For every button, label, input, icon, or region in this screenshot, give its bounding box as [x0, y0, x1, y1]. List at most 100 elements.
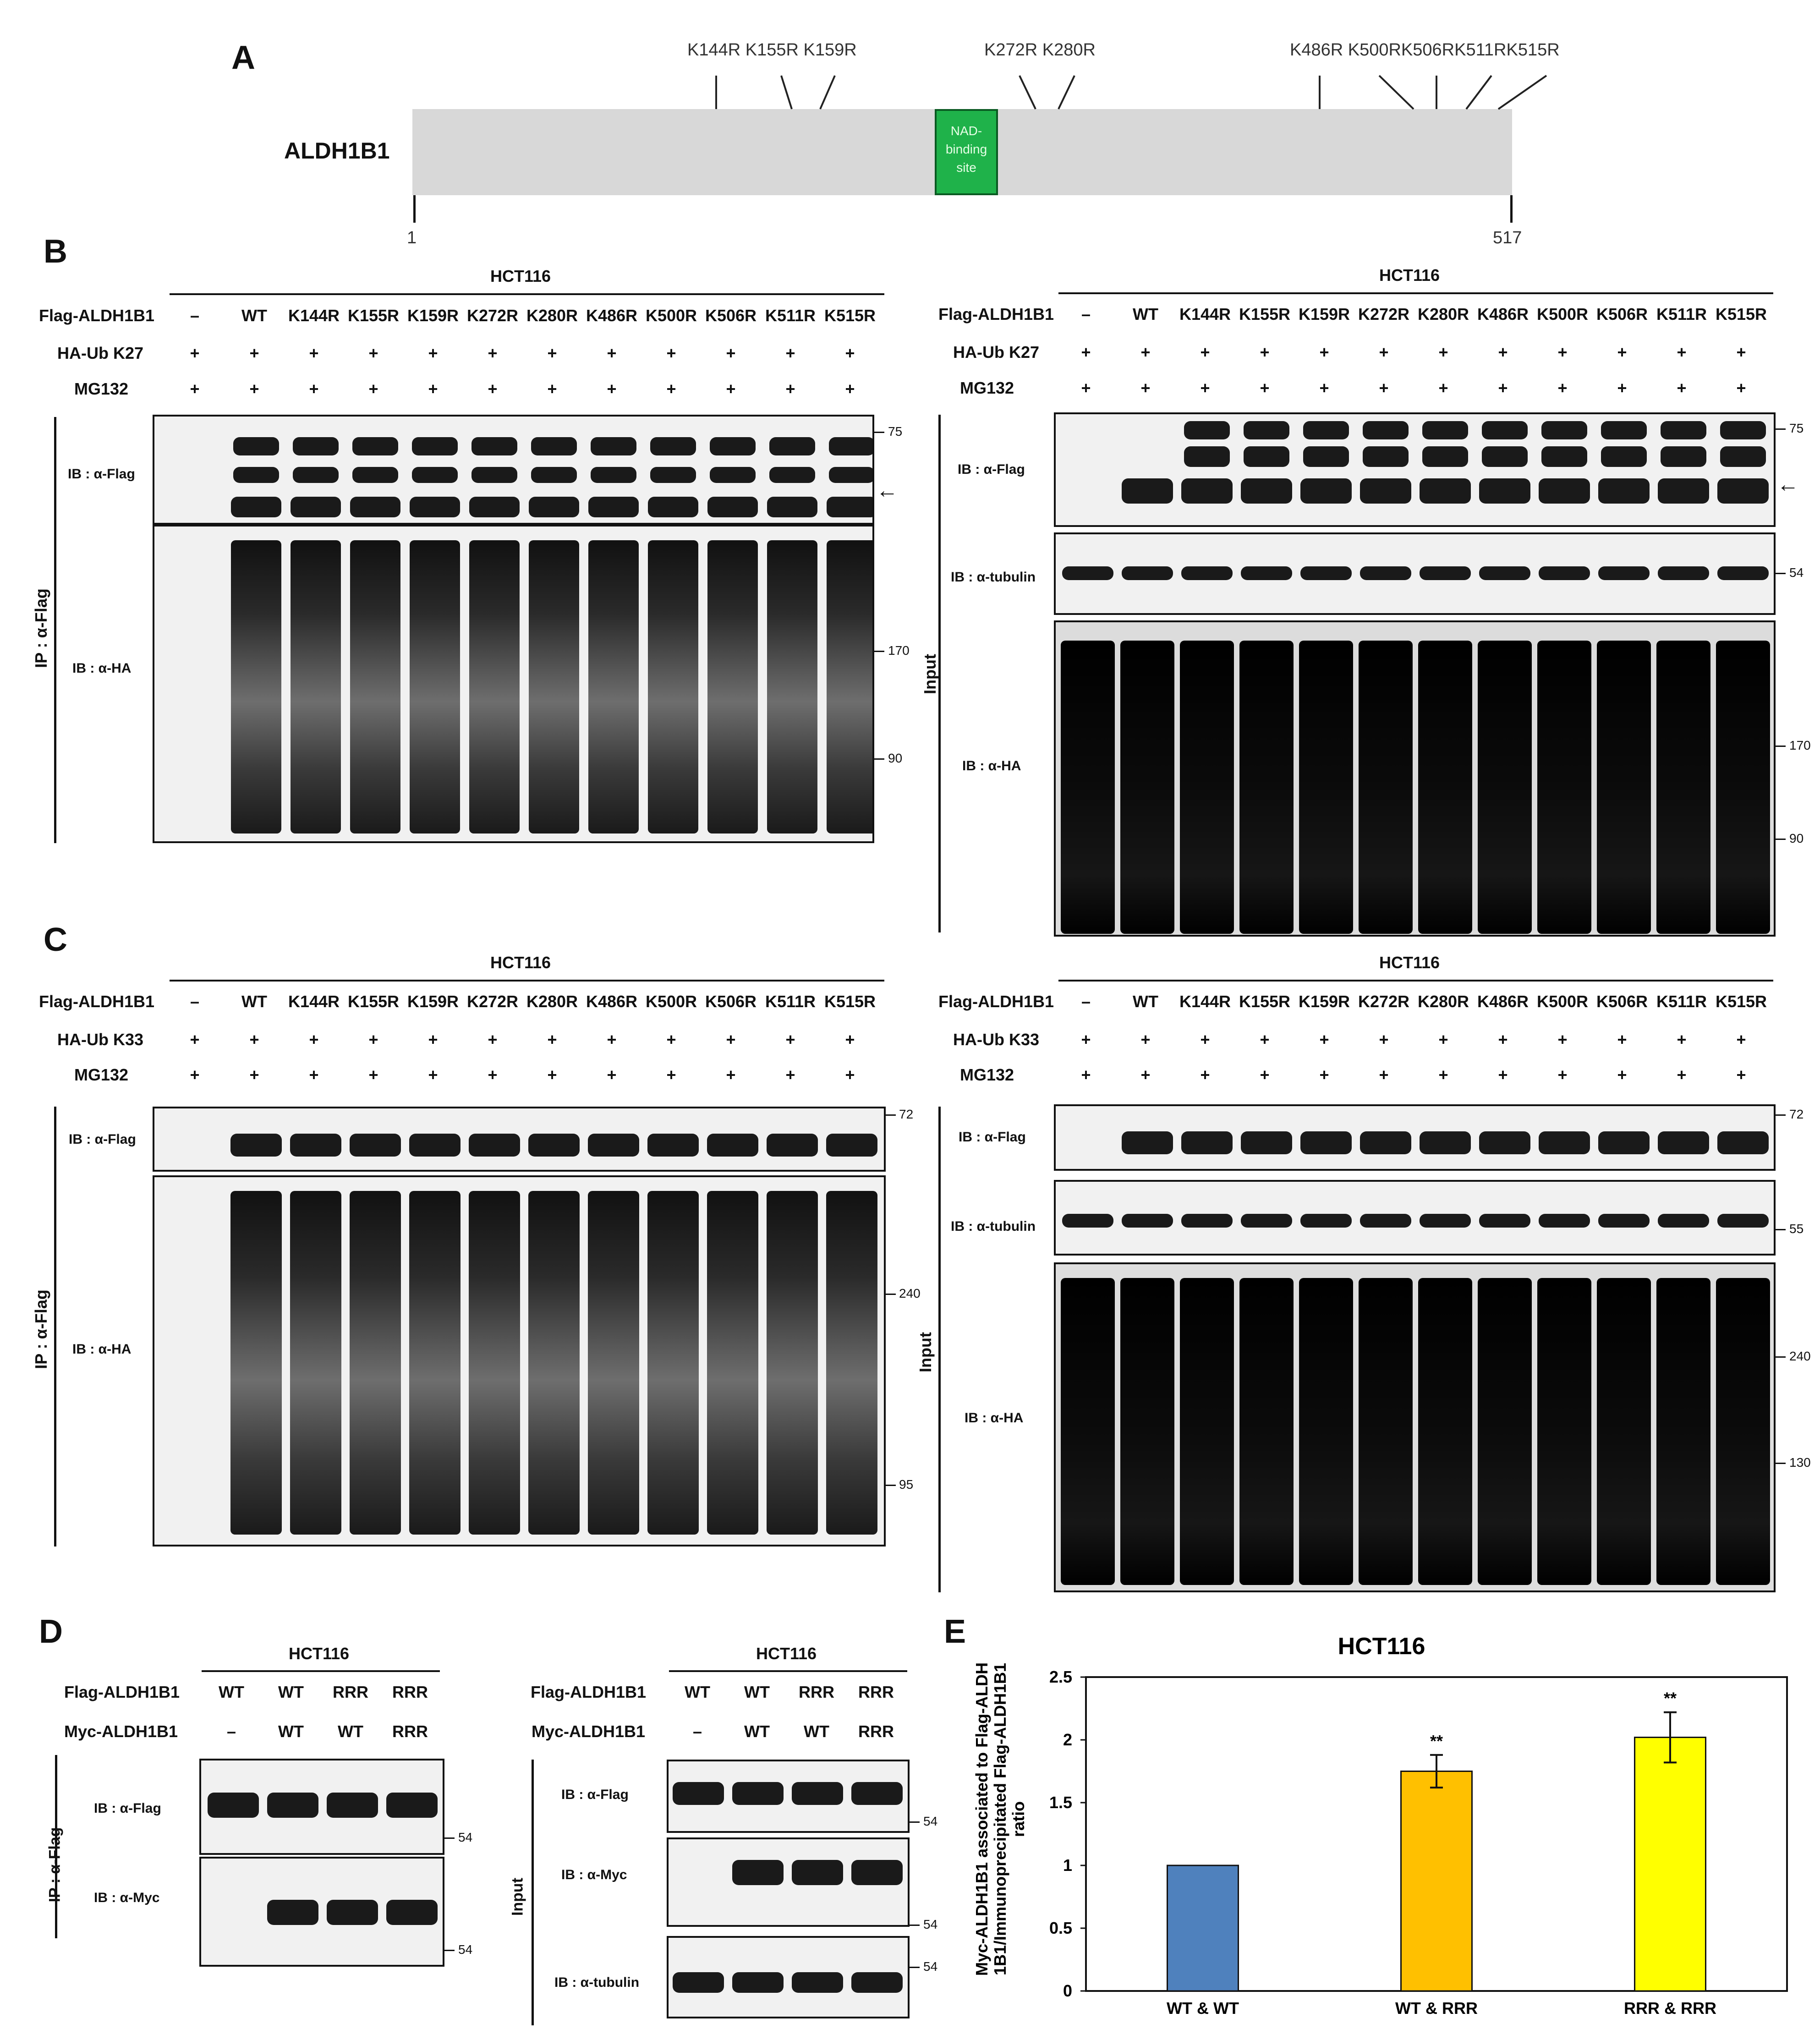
flag-top-band — [1303, 421, 1349, 439]
b-right-mw-54: 54 — [1789, 565, 1804, 580]
y-tick-label: 1.5 — [1049, 1793, 1072, 1812]
tubulin-band — [1300, 1214, 1352, 1228]
b-right-row-mg: MG132 — [960, 378, 1014, 397]
flag-top-band — [591, 437, 636, 455]
c-left-ub-plus: + — [666, 1030, 676, 1049]
tubulin-band — [1479, 566, 1530, 580]
b-right-ub-plus: + — [1498, 343, 1508, 362]
c-right-lane-label: WT — [1133, 992, 1158, 1011]
b-left-ha-blot — [153, 525, 874, 843]
ha-smear — [469, 540, 520, 834]
b-right-mg-plus: + — [1200, 378, 1210, 397]
ha-smear — [1180, 641, 1234, 934]
flag-upper-band — [1601, 446, 1647, 467]
b-right-mg-plus: + — [1557, 378, 1568, 397]
flag-band — [327, 1793, 378, 1818]
b-left-lane-label: K511R — [765, 306, 816, 325]
c-left-ub-plus: + — [785, 1030, 795, 1049]
flag-upper-band — [412, 467, 458, 483]
ha-smear — [1120, 641, 1174, 934]
ha-smear — [350, 1191, 401, 1535]
b-left-ub-plus: + — [845, 344, 855, 362]
c-left-ub-plus: + — [607, 1030, 617, 1049]
b-left-ub-plus: + — [488, 344, 498, 362]
panel-letter-d: D — [39, 1613, 63, 1650]
c-right-mg-plus: + — [1081, 1065, 1091, 1084]
c-right-mw-130: 130 — [1789, 1455, 1811, 1470]
flag-band — [673, 1782, 724, 1805]
c-left-mg-plus: + — [488, 1065, 498, 1084]
d-right-ib-flag: IB : α-Flag — [561, 1787, 629, 1802]
flag-upper-band — [1363, 446, 1409, 467]
c-left-lane-label: K159R — [407, 992, 459, 1011]
c-right-lane-label: K280R — [1417, 992, 1469, 1011]
c-right-mg-plus: + — [1319, 1065, 1329, 1084]
c-right-ub-plus: + — [1200, 1030, 1210, 1049]
flag-band — [851, 1782, 903, 1805]
c-left-ub-plus: + — [726, 1030, 736, 1049]
flag-upper-band — [531, 467, 577, 483]
flag-top-band — [412, 437, 458, 455]
c-right-ub-plus: + — [1438, 1030, 1448, 1049]
flag-top-band — [1720, 421, 1766, 439]
flag-top-band — [471, 437, 517, 455]
flag-band — [1717, 1131, 1769, 1154]
c-right-ub-plus: + — [1736, 1030, 1746, 1049]
b-left-mg-plus: + — [607, 379, 617, 398]
c-right-row-mg: MG132 — [960, 1065, 1014, 1084]
d-right-mw-54c: 54 — [923, 1959, 938, 1974]
b-left-mg-plus: + — [190, 379, 200, 398]
c-left-mg-plus: + — [190, 1065, 200, 1084]
flag-top-band — [1482, 421, 1528, 439]
start-tick — [413, 195, 416, 223]
c-left-lane-label: – — [190, 992, 200, 1011]
ha-smear — [707, 1191, 758, 1535]
c-left-mg-plus: + — [249, 1065, 259, 1084]
b-right-lane-label: K511R — [1656, 305, 1707, 324]
panel-letter-e: E — [944, 1613, 966, 1650]
b-right-lane-label: WT — [1133, 305, 1158, 324]
flag-band — [647, 1134, 699, 1157]
flag-band — [469, 497, 520, 517]
flag-band — [1539, 1131, 1590, 1154]
c-right-ub-plus: + — [1379, 1030, 1389, 1049]
b-right-mw-90: 90 — [1789, 831, 1804, 845]
c-right-ub-plus: + — [1617, 1030, 1627, 1049]
ha-smear — [1478, 641, 1532, 934]
b-right-ub-plus: + — [1200, 343, 1210, 362]
b-right-mg-plus: + — [1379, 378, 1389, 397]
b-left-ip-label: IP : α-Flag — [32, 588, 50, 668]
tubulin-band — [1420, 1214, 1471, 1228]
ha-smear — [1359, 641, 1413, 934]
c-left-mg-plus: + — [309, 1065, 319, 1084]
b-right-ub-plus: + — [1319, 343, 1329, 362]
c-right-tubulin-blot — [1054, 1180, 1776, 1256]
c-right-lane-label: – — [1081, 992, 1091, 1011]
ha-smear — [1180, 1278, 1234, 1585]
c-left-ub-plus: + — [309, 1030, 319, 1049]
tubulin-band — [1300, 566, 1352, 580]
flag-top-band — [293, 437, 339, 455]
tubulin-band — [1717, 566, 1769, 580]
ha-smear — [588, 540, 639, 834]
c-right-ib-flag: IB : α-Flag — [959, 1130, 1026, 1145]
b-right-lane-label: – — [1081, 305, 1091, 324]
ha-smear — [1418, 641, 1472, 934]
flag-upper-band — [591, 467, 636, 483]
c-left-row-flag: Flag-ALDH1B1 — [39, 992, 155, 1011]
ha-smear — [647, 1191, 699, 1535]
b-right-tubulin-blot — [1054, 532, 1776, 615]
flag-upper-band — [1303, 446, 1349, 467]
flag-band — [529, 497, 579, 517]
c-left-ip-label: IP : α-Flag — [32, 1289, 50, 1369]
b-left-ub-plus: + — [785, 344, 795, 362]
ha-smear — [291, 540, 341, 834]
b-left-cell-line: HCT116 — [490, 267, 551, 285]
c-right-mw-55: 55 — [1789, 1222, 1804, 1236]
c-left-mg-plus: + — [726, 1065, 736, 1084]
c-right-ub-plus: + — [1557, 1030, 1568, 1049]
panel-letter-c: C — [44, 921, 67, 958]
panel-letter-a: A — [231, 39, 255, 76]
tubulin-band — [1360, 1214, 1411, 1228]
d-right-mw-54b: 54 — [923, 1917, 938, 1931]
